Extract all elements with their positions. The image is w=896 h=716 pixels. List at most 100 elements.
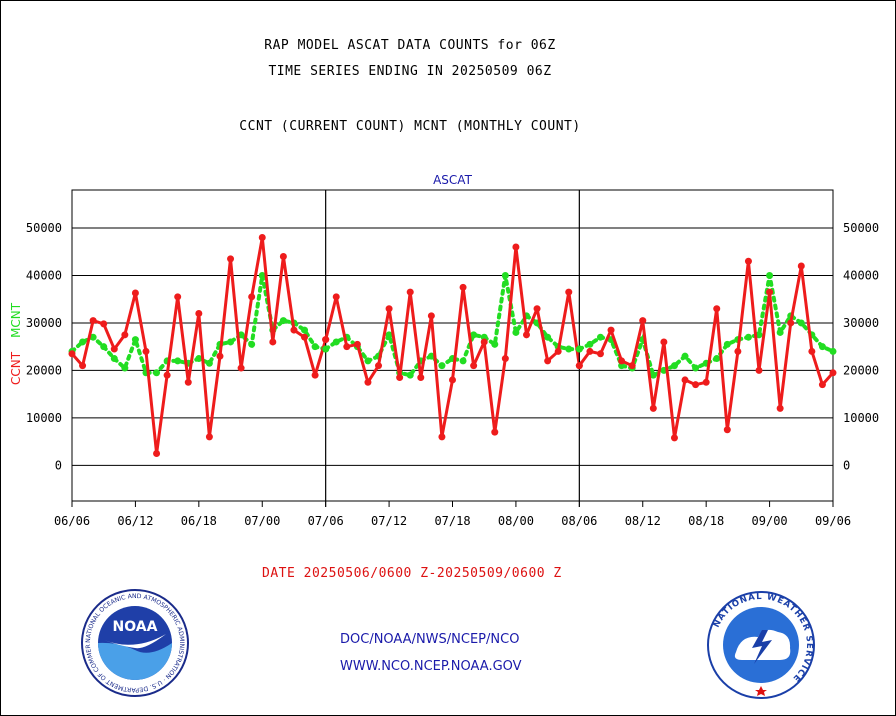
ccnt-point [607, 326, 615, 334]
ccnt-point [596, 350, 604, 358]
date-range-label: DATE 20250506/0600 Z-20250509/0600 Z [262, 566, 562, 581]
ccnt-point [533, 305, 541, 313]
mcnt-point [501, 271, 509, 279]
mcnt-point [544, 333, 552, 341]
title-line-2: TIME SERIES ENDING IN 20250509 06Z [268, 64, 552, 79]
mcnt-point [692, 364, 700, 372]
mcnt-point [322, 345, 330, 353]
url-link[interactable]: WWW.NCO.NCEP.NOAA.GOV [340, 659, 522, 674]
ccnt-point [142, 347, 150, 355]
ccnt-point [153, 450, 161, 458]
mcnt-point [385, 331, 393, 339]
mcnt-point [89, 333, 97, 341]
ccnt-point [734, 347, 742, 355]
x-tick-label: 08/00 [498, 514, 534, 528]
x-tick-label: 09/06 [815, 514, 851, 528]
y-tick-label-left: 10000 [26, 411, 62, 425]
ccnt-point [829, 369, 837, 377]
x-tick-label: 07/06 [308, 514, 344, 528]
mcnt-point [364, 357, 372, 365]
ccnt-point [79, 362, 87, 370]
mcnt-point [766, 271, 774, 279]
y-tick-label-right: 40000 [843, 268, 879, 282]
mcnt-point [205, 359, 213, 367]
nws-logo: NATIONAL WEATHER SERVICE [707, 591, 815, 699]
mcnt-point [332, 338, 340, 346]
ccnt-point [692, 381, 700, 389]
ccnt-series-line [578, 259, 835, 440]
mcnt-point [755, 331, 763, 339]
mcnt-point [744, 333, 752, 341]
ccnt-point [174, 293, 182, 301]
mcnt-point [491, 340, 499, 348]
x-tick-label: 09/00 [752, 514, 788, 528]
mcnt-point [406, 371, 414, 379]
y-tick-label-right: 0 [843, 458, 850, 472]
ccnt-point [332, 293, 340, 301]
ccnt-series-line [70, 236, 328, 455]
ccnt-point [248, 293, 256, 301]
ccnt-point [417, 374, 425, 382]
mcnt-point [565, 345, 573, 353]
noaa-logo: NOAA NATIONAL OCEANIC AND ATMOSPHERIC AD… [80, 588, 189, 697]
y-tick-label-left: 20000 [26, 363, 62, 377]
ccnt-point [195, 309, 203, 317]
mcnt-point [174, 357, 182, 365]
mcnt-point [797, 319, 805, 327]
ccnt-point [216, 352, 224, 360]
x-tick-label: 07/18 [434, 514, 470, 528]
mcnt-point [79, 338, 87, 346]
ccnt-point [723, 426, 731, 434]
ccnt-point [184, 378, 192, 386]
x-tick-label: 06/06 [54, 514, 90, 528]
ccnt-point [364, 378, 372, 386]
mcnt-point [131, 336, 139, 344]
ccnt-point [512, 243, 520, 251]
ccnt-point [89, 317, 97, 325]
ccnt-point [639, 317, 647, 325]
panel-title: ASCAT [433, 173, 472, 187]
ccnt-point [449, 376, 456, 384]
ccnt-point [258, 233, 266, 241]
x-tick-label: 07/00 [244, 514, 280, 528]
mcnt-point [121, 364, 129, 372]
ccnt-point [375, 362, 383, 370]
mcnt-point [586, 340, 594, 348]
y-tick-label-left: 50000 [26, 221, 62, 235]
ccnt-point [205, 433, 213, 441]
ccnt-point [480, 338, 488, 346]
ccnt-point [290, 326, 298, 334]
ccnt-point [427, 312, 435, 320]
mcnt-point [829, 347, 837, 355]
star-icon [755, 686, 767, 696]
ccnt-point [575, 362, 583, 370]
ccnt-point [522, 331, 530, 339]
ccnt-point [776, 404, 784, 412]
mcnt-point [713, 355, 721, 363]
mcnt-point [110, 355, 118, 363]
ccnt-point [755, 366, 763, 374]
ccnt-point [406, 288, 414, 296]
title-line-1: RAP MODEL ASCAT DATA COUNTS for 06Z [264, 38, 556, 53]
ccnt-point [385, 305, 393, 313]
ccnt-point [237, 364, 245, 372]
ccnt-point [649, 404, 657, 412]
mcnt-point [248, 340, 256, 348]
y-tick-label-right: 20000 [843, 363, 879, 377]
ccnt-point [110, 345, 118, 353]
mcnt-point [575, 345, 583, 353]
y-tick-label-left: 30000 [26, 316, 62, 330]
ccnt-point [766, 288, 774, 296]
x-tick-label: 06/12 [117, 514, 153, 528]
y-tick-label-left: 40000 [26, 268, 62, 282]
ccnt-point [131, 289, 139, 297]
ccnt-point [491, 428, 499, 436]
ccnt-point [279, 252, 287, 260]
ccnt-point [586, 347, 594, 355]
y-tick-label-left: 0 [55, 458, 62, 472]
org-line[interactable]: DOC/NOAA/NWS/NCEP/NCO [340, 632, 520, 647]
x-tick-label: 08/06 [561, 514, 597, 528]
ccnt-point [68, 350, 76, 358]
y-tick-label-right: 30000 [843, 316, 879, 330]
y-tick-label-right: 10000 [843, 411, 879, 425]
